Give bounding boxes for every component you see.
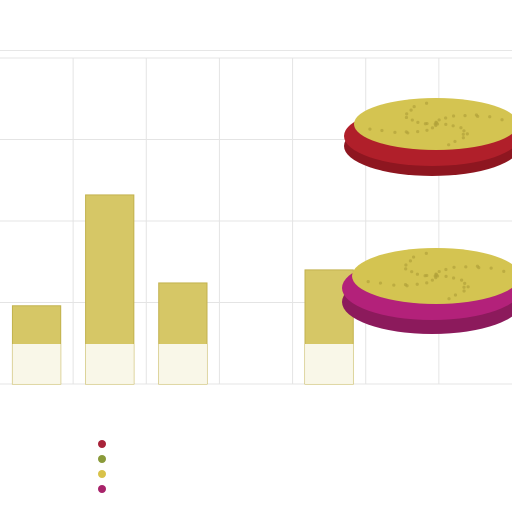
pie-speckle <box>430 126 435 130</box>
pie-speckle <box>451 276 456 280</box>
pie-speckle <box>474 113 478 117</box>
legend-swatch <box>98 454 106 463</box>
pie-speckle <box>451 114 456 118</box>
pie-speckle <box>475 264 480 268</box>
pie-speckle <box>461 136 465 140</box>
pie-speckle <box>410 118 414 122</box>
pie-speckle <box>462 289 466 293</box>
pie-speckle <box>459 278 464 282</box>
pie-speckle <box>410 270 414 274</box>
legend-swatch <box>98 484 106 493</box>
chart-subtitle <box>0 28 512 51</box>
pie-speckle <box>465 132 469 136</box>
bar-base <box>85 344 134 384</box>
pie-speckle <box>464 265 468 269</box>
chart-area <box>0 57 512 385</box>
pie-speckle <box>416 129 420 134</box>
pie-speckle <box>502 269 506 273</box>
pie-speckle <box>392 283 396 287</box>
pie-speckle <box>415 272 420 276</box>
pie-speckle <box>462 129 466 133</box>
pie-speckle <box>405 112 409 116</box>
pie-speckle <box>404 263 408 267</box>
pie-speckle <box>423 274 427 278</box>
pie-speckle <box>405 284 409 288</box>
chart-title <box>0 0 512 20</box>
pie-speckle <box>404 267 408 271</box>
pie-speckle <box>408 259 413 263</box>
pie-speckle <box>411 255 416 259</box>
legend-item <box>98 481 398 496</box>
pie-speckle <box>447 297 451 301</box>
legend-swatch <box>98 469 106 478</box>
pie-speckle <box>444 267 448 272</box>
pie-speckle <box>380 128 384 133</box>
pie-speckle <box>416 120 420 124</box>
pie-speckle <box>368 127 372 131</box>
pie-speckle <box>447 143 451 147</box>
pie-speckle <box>425 128 429 132</box>
pie-speckle <box>453 293 458 297</box>
pie-speckle <box>437 118 441 122</box>
legend-item <box>98 451 398 466</box>
pie-speckle <box>424 251 428 255</box>
bar-base <box>12 344 61 384</box>
pie-speckle <box>378 281 383 285</box>
pie-speckle <box>393 130 397 134</box>
pie-speckle <box>406 131 410 135</box>
legend <box>98 436 398 496</box>
bar-layer <box>11 194 354 385</box>
pie-speckle <box>404 115 409 120</box>
pie-speckle <box>444 274 448 279</box>
pie-top <box>352 248 512 304</box>
pie-speckle <box>424 101 429 105</box>
pie-speckle <box>453 139 457 144</box>
pie-speckle <box>462 285 466 289</box>
legend-item <box>98 436 398 451</box>
pie-speckle <box>459 126 463 130</box>
pie-speckle <box>434 272 438 276</box>
pie-speckle <box>461 132 465 136</box>
pie-speckle <box>500 118 504 122</box>
pie-speckle <box>409 108 413 112</box>
pie-speckle <box>463 113 467 118</box>
pie-speckle <box>437 269 441 274</box>
pie-speckle <box>489 266 493 270</box>
bar-base <box>305 344 354 384</box>
legend-swatch <box>98 439 106 448</box>
legend-item <box>98 466 398 481</box>
pie-speckle <box>423 122 428 126</box>
pie-layer <box>342 98 512 334</box>
pie-speckle <box>444 116 448 120</box>
pie-speckle <box>425 281 429 285</box>
pie-speckle <box>415 282 419 286</box>
pie-speckle <box>366 279 370 284</box>
bar-base <box>158 344 207 384</box>
pie-speckle <box>444 122 448 126</box>
pie-speckle <box>466 285 470 289</box>
pie-speckle <box>451 124 455 128</box>
pie-top <box>354 98 512 150</box>
pie-speckle <box>430 278 434 282</box>
pie-speckle <box>463 281 467 286</box>
pie-speckle <box>434 120 438 124</box>
pie-speckle <box>488 115 492 119</box>
pie-speckle <box>412 105 416 109</box>
pie-speckle <box>452 265 456 269</box>
